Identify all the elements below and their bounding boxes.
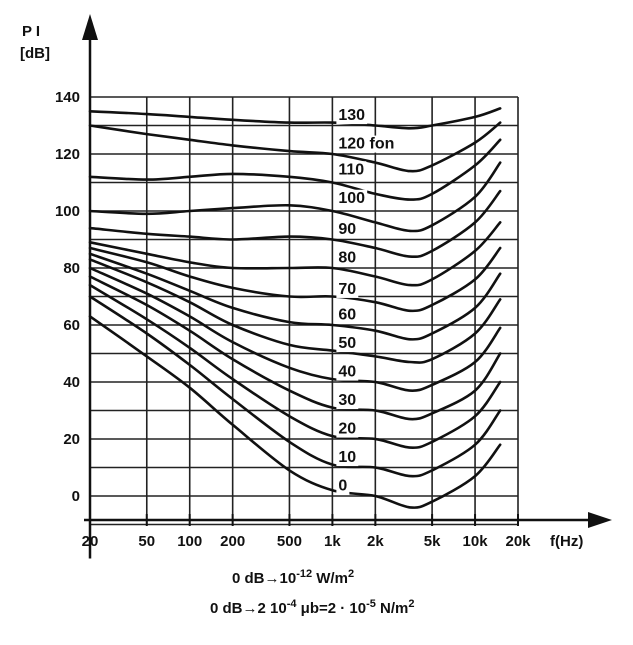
curve-label-background [336, 306, 359, 324]
curve-label: 40 [338, 364, 356, 381]
curve-label: 20 [338, 421, 356, 438]
curve-label-background [336, 420, 359, 438]
note1-unit-exponent: 2 [347, 568, 355, 580]
x-tick-label: 50 [138, 533, 155, 550]
curve-label-background [336, 161, 367, 179]
loudness-curve-50 [88, 258, 502, 364]
y-tick-label: 120 [55, 146, 80, 163]
curve-label: 80 [338, 250, 356, 267]
curve-label-background [336, 221, 359, 239]
y-tick-label: 100 [55, 203, 80, 220]
y-axis-arrow [82, 14, 98, 40]
curve-label-background [336, 189, 368, 207]
x-tick-label: 2k [367, 533, 384, 550]
loudness-curve-60 [88, 252, 502, 341]
note1-exponent: -12 [296, 568, 313, 580]
loudness-curve-0 [88, 315, 502, 509]
loudness-curve-40 [88, 266, 502, 392]
loudness-curve-10 [88, 295, 502, 478]
x-tick-label: 1k [324, 533, 341, 550]
loudness-curves [88, 107, 502, 509]
curve-label: 70 [338, 281, 356, 298]
loudness-curve-20 [88, 283, 502, 449]
loudness-curve-70 [88, 246, 502, 313]
x-tick-label: 20k [505, 533, 531, 550]
y-axis-unit: [dB] [20, 45, 50, 62]
intensity-reference-note: 0 dB→10-12 W/m2 [232, 568, 354, 587]
y-tick-label: 140 [55, 89, 80, 106]
curve-label-background [336, 249, 359, 267]
loudness-curve-90 [88, 189, 502, 259]
x-tick-label: 500 [277, 533, 302, 550]
note1-prefix: 0 dB→10 [232, 570, 297, 587]
curve-label-background [336, 363, 359, 381]
loudness-curve-80 [88, 221, 502, 287]
x-tick-label: 200 [220, 533, 245, 550]
curve-label: 0 [338, 478, 347, 495]
y-tick-label: 60 [63, 317, 80, 334]
chart-axes [82, 14, 612, 559]
loudness-curve-100 [88, 161, 502, 233]
loudness-curve-110 [88, 138, 502, 201]
curve-label-background [336, 392, 359, 410]
note2-unit: N/m [375, 600, 409, 617]
curve-label: 100 [338, 190, 365, 207]
y-axis-label: P I [22, 23, 40, 40]
curve-label-background [336, 477, 350, 495]
curve-label-background [336, 449, 359, 467]
note2-exponent: -4 [286, 598, 297, 610]
chart-grid [89, 96, 519, 526]
curve-label-background [336, 280, 359, 298]
x-tick-label: 20 [82, 533, 99, 550]
loudness-curve-130 [88, 107, 502, 130]
loudness-curve-30 [88, 275, 502, 421]
x-axis-arrow [588, 512, 612, 528]
loudness-curve-120-fon [88, 121, 502, 173]
y-tick-label: 20 [63, 431, 80, 448]
note2-prefix: 0 dB→2 10 [210, 600, 287, 617]
x-tick-label: 100 [177, 533, 202, 550]
curve-label: 90 [338, 221, 356, 238]
x-axis-label: f(Hz) [550, 533, 583, 550]
curve-label: 10 [338, 449, 356, 466]
curve-label: 120 fon [338, 136, 394, 153]
pressure-reference-note: 0 dB→2 10-4 μb=2 · 10-5 N/m2 [210, 598, 415, 617]
note2-exponent2: -5 [366, 598, 376, 610]
curve-label: 50 [338, 335, 356, 352]
y-tick-label: 80 [63, 260, 80, 277]
y-tick-label: 0 [72, 488, 80, 505]
curve-label: 110 [338, 161, 364, 178]
x-tick-label: 5k [424, 533, 441, 550]
note2-unit-exponent: 2 [408, 598, 415, 610]
curve-label: 130 [338, 107, 365, 124]
curve-label-background [336, 135, 397, 153]
curve-label-background [336, 107, 368, 125]
curve-label-background [336, 335, 359, 353]
x-tick-label: 10k [463, 533, 489, 550]
note1-unit: W/m [312, 570, 348, 587]
note2-mid: μb=2 · 10 [296, 600, 367, 617]
y-tick-label: 40 [63, 374, 80, 391]
curve-label: 30 [338, 392, 356, 409]
curve-label: 60 [338, 307, 356, 324]
